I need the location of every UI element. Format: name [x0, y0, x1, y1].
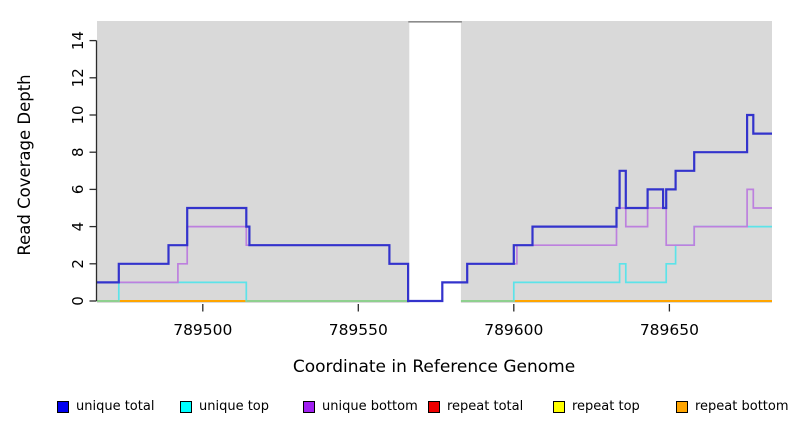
y-tick-label: 4: [69, 222, 87, 232]
no-data-gap-band: [409, 21, 461, 303]
y-axis-title: Read Coverage Depth: [15, 74, 34, 255]
y-tick-label: 0: [69, 296, 87, 306]
x-tick-label: 789600: [484, 321, 543, 339]
x-axis-title: Coordinate in Reference Genome: [293, 357, 575, 377]
x-tick-label: 789650: [640, 321, 699, 339]
y-tick-label: 12: [69, 68, 87, 87]
y-tick-label: 10: [69, 105, 87, 124]
y-tick-label: 8: [69, 147, 87, 157]
y-tick-label: 6: [69, 185, 87, 195]
series-line-unique-total: [97, 113, 772, 303]
x-tick-label: 789550: [329, 321, 388, 339]
series-line-unique-bottom: [97, 188, 772, 302]
x-tick-label: 789500: [173, 321, 232, 339]
y-tick-label: 14: [69, 31, 87, 50]
y-tick-label: 2: [69, 259, 87, 269]
